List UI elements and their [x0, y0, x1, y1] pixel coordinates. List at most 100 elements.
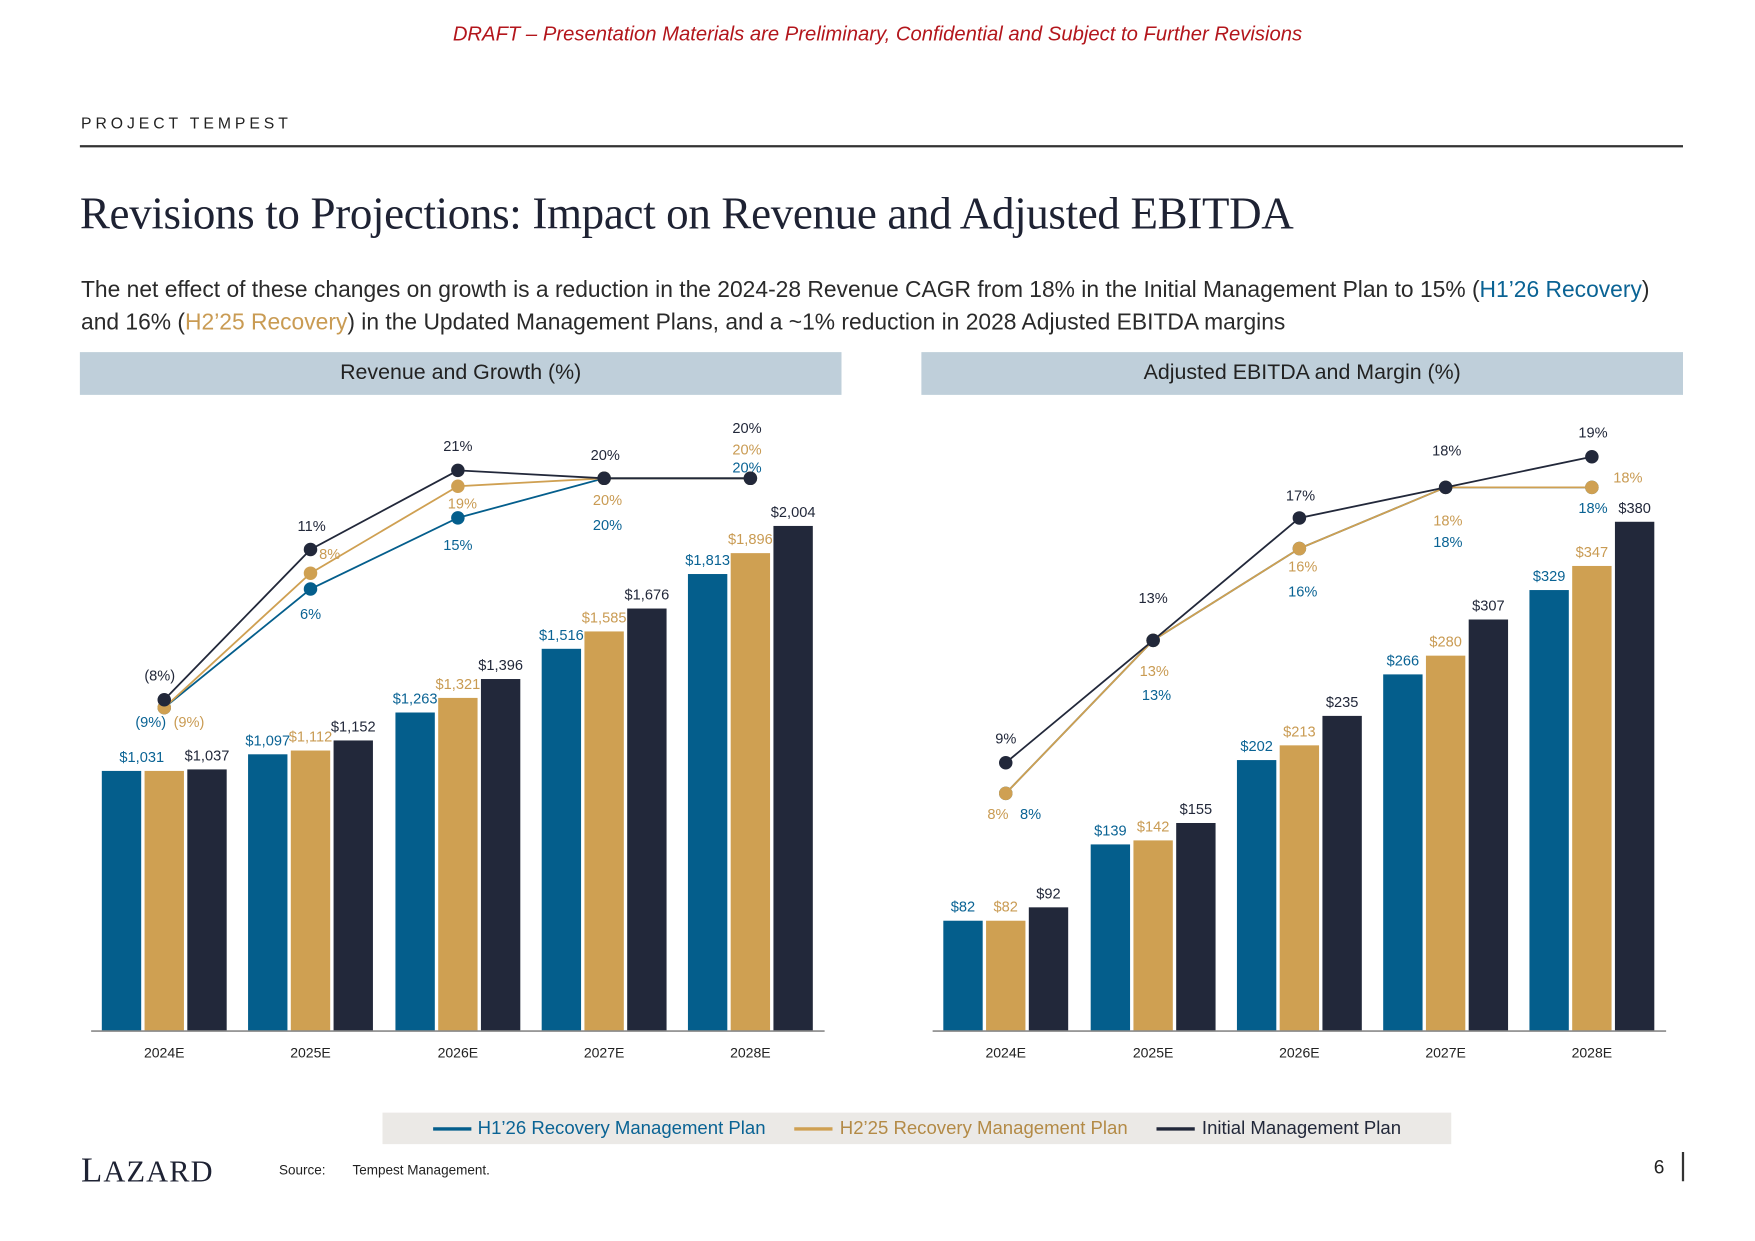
bar-value-label: $82: [994, 900, 1018, 916]
bar: [541, 648, 582, 1031]
legend-swatch: [432, 1126, 471, 1131]
line-value-label: 9%: [995, 732, 1016, 748]
line-point: [451, 511, 465, 525]
bar-value-label: $1,037: [185, 748, 230, 764]
line-value-label: 18%: [1578, 501, 1607, 517]
bar-value-label: $1,516: [539, 628, 584, 644]
legend-label: H2’25 Recovery Management Plan: [839, 1117, 1128, 1138]
line-value-label: 16%: [1288, 584, 1317, 600]
line-value-label: 20%: [732, 421, 761, 437]
bar-value-label: $329: [1533, 569, 1566, 585]
bar-value-label: $1,585: [582, 610, 627, 626]
x-tick-label: 2025E: [290, 1045, 331, 1061]
bar: [627, 608, 667, 1031]
bar: [773, 525, 813, 1031]
bar-value-label: $142: [1137, 819, 1170, 835]
bar: [187, 769, 227, 1031]
line-value-label: (9%): [135, 715, 166, 731]
bar-value-label: $307: [1472, 599, 1505, 615]
bar: [290, 750, 331, 1031]
bar: [333, 740, 373, 1031]
bar: [1614, 521, 1655, 1031]
bar: [584, 631, 624, 1031]
line-value-label: 21%: [443, 439, 472, 455]
bar-value-label: $139: [1094, 823, 1127, 839]
line-value-label: 6%: [300, 607, 321, 623]
bar-value-label: $82: [951, 900, 975, 916]
x-tick-label: 2025E: [1133, 1045, 1174, 1061]
bar-value-label: $1,396: [478, 658, 523, 674]
line-value-label: 18%: [1432, 444, 1461, 460]
line-value-label: 11%: [298, 519, 326, 535]
bar: [1279, 745, 1320, 1031]
line-value-label: 8%: [1020, 807, 1041, 823]
bar: [1236, 760, 1277, 1031]
legend-item-h2-25: H2’25 Recovery Management Plan: [794, 1117, 1128, 1139]
bar: [101, 770, 142, 1031]
bar-value-label: $266: [1387, 653, 1420, 669]
bar: [438, 697, 478, 1031]
para-text: ) in the Updated Management Plans, and a…: [347, 310, 1286, 336]
bar-value-label: $280: [1429, 635, 1462, 651]
bar-value-label: $1,321: [436, 677, 481, 693]
x-tick-label: 2027E: [584, 1045, 625, 1061]
x-tick-label: 2024E: [144, 1045, 185, 1061]
draft-notice: DRAFT – Presentation Materials are Preli…: [452, 22, 1303, 46]
line-value-label: 20%: [593, 518, 622, 534]
bar-value-label: $1,813: [685, 553, 730, 569]
line-point: [999, 786, 1013, 801]
x-tick-label: 2027E: [1425, 1045, 1466, 1061]
bar: [986, 920, 1026, 1031]
ebitda-chart-header: Adjusted EBITDA and Margin (%): [921, 352, 1683, 395]
revenue-chart-header: Revenue and Growth (%): [79, 352, 842, 395]
line-point: [743, 471, 758, 486]
page-number: 6: [1653, 1156, 1665, 1178]
line-point: [303, 566, 318, 580]
bar-value-label: $1,263: [393, 692, 438, 708]
bar-value-label: $1,031: [119, 750, 164, 766]
bar-value-label: $2,004: [771, 505, 816, 521]
page-title: Revisions to Projections: Impact on Reve…: [79, 187, 1294, 239]
line-value-label: 8%: [987, 807, 1008, 823]
line-point: [999, 756, 1013, 770]
line-value-label: 19%: [1578, 426, 1607, 442]
bar-value-label: $213: [1283, 724, 1316, 740]
bar-value-label: $202: [1240, 739, 1273, 755]
line-value-label: 19%: [448, 497, 477, 513]
line-value-label: 20%: [732, 461, 761, 477]
bar: [943, 920, 983, 1031]
line-point: [1438, 480, 1453, 495]
bar: [1425, 655, 1466, 1031]
line-point: [303, 542, 318, 557]
line-point: [1585, 480, 1599, 495]
bar-value-label: $380: [1618, 501, 1651, 517]
line-point: [1292, 511, 1307, 525]
bar: [1090, 844, 1131, 1031]
x-tick-label: 2026E: [438, 1045, 479, 1061]
bar: [144, 770, 184, 1031]
bar-value-label: $1,152: [331, 719, 376, 735]
bar: [687, 574, 728, 1031]
bar-value-label: $347: [1576, 545, 1609, 561]
line-value-label: (9%): [174, 715, 205, 731]
bar: [1322, 715, 1362, 1031]
lazard-logo: LAZARD: [81, 1149, 214, 1190]
para-h2-highlight: H2’25 Recovery: [185, 310, 348, 336]
line-value-label: 18%: [1613, 471, 1642, 487]
page-number-divider: [1681, 1152, 1684, 1182]
x-tick-label: 2028E: [1572, 1045, 1613, 1061]
legend: H1’26 Recovery Management Plan H2’25 Rec…: [382, 1112, 1452, 1145]
line-value-label: 8%: [319, 547, 340, 563]
bar-value-label: $155: [1180, 802, 1213, 818]
line-value-label: 20%: [732, 443, 761, 459]
header-divider: [79, 145, 1683, 147]
legend-swatch: [1156, 1126, 1196, 1131]
bar: [1028, 907, 1069, 1031]
x-tick-label: 2026E: [1279, 1045, 1320, 1061]
bar: [730, 553, 771, 1031]
project-name: PROJECT TEMPEST: [81, 113, 292, 132]
line-point: [1585, 450, 1599, 464]
line-value-label: 20%: [591, 448, 620, 464]
